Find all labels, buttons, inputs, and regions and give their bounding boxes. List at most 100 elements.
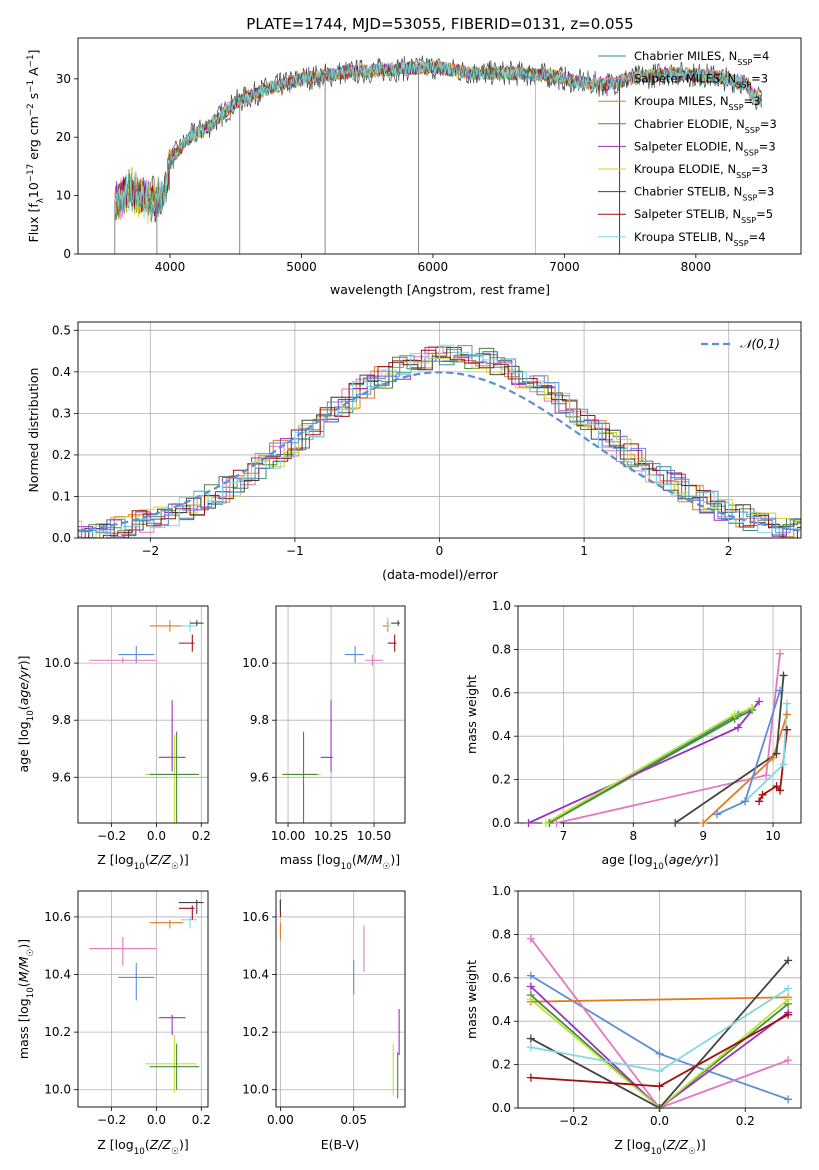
tick-label-y: 0.8: [492, 642, 511, 656]
plot-area-spectrum: [114, 55, 762, 254]
series-marker: [758, 790, 767, 799]
errorbar-point: [178, 899, 204, 915]
tick-label-y: 0: [63, 247, 71, 261]
errorbar-point: [149, 731, 200, 823]
axes-frame: [517, 605, 802, 824]
tick-label-y: 10.0: [44, 1083, 71, 1097]
x-axis-label: Z [log10(Z/Z☉)]: [614, 1137, 705, 1157]
errorbar-point: [178, 905, 195, 920]
x-axis-label: Z [log10(Z/Z☉)]: [97, 852, 188, 872]
histogram-step: [78, 344, 801, 538]
errorbar-point: [158, 700, 186, 772]
y-axis-label: age [log10(age/yr)]: [16, 655, 36, 772]
errorbar-point: [145, 1035, 197, 1093]
errorbar-point: [344, 645, 364, 664]
tick-label-x: 0: [436, 544, 444, 558]
tick-label-x: −1: [286, 544, 304, 558]
tick-label-x: 8000: [681, 260, 712, 274]
tick-label-x: 10.00: [271, 829, 305, 843]
series-marker: [526, 934, 535, 943]
histogram-step: [78, 349, 801, 538]
legend-label: Kroupa ELODIE, NSSP=3: [634, 162, 768, 180]
legend-label: Kroupa STELIB, NSSP=4: [634, 230, 766, 248]
legend-label: 𝒩(0,1): [740, 337, 780, 351]
tick-label-y: 0.2: [52, 448, 71, 462]
tick-label-x: 10.50: [357, 829, 391, 843]
series-line: [530, 996, 789, 1003]
series-marker: [526, 1043, 535, 1052]
series-marker: [784, 956, 793, 965]
axes-age-vs-Z: −0.2 0.0 0.2 9.6 9.8 10.0 Z [log10(Z/Z☉)] age […: [16, 605, 211, 872]
errorbar-point: [281, 734, 321, 823]
axes-frame: [77, 37, 802, 255]
tick-label-y: 30: [56, 72, 71, 86]
tick-label-y: 0.2: [492, 773, 511, 787]
axes-mass-weight-vs-Z: −0.2 0.0 0.2 0.0 0.2 0.4 0.6 0.8 1.0 mass weight Z…: [464, 884, 802, 1157]
legend-label: Salpeter STELIB, NSSP=5: [634, 207, 773, 225]
axes-frame: [275, 605, 406, 824]
series-line: [530, 959, 789, 1108]
errorbar-point: [181, 620, 197, 632]
series-line: [702, 714, 788, 823]
figure-title: PLATE=1744, MJD=53055, FIBERID=0131, z=0…: [246, 15, 633, 33]
series-marker: [526, 982, 535, 991]
errorbar-point: [386, 617, 390, 629]
series-marker: [526, 1034, 535, 1043]
tick-label-y: 10.2: [242, 1025, 269, 1039]
tick-label-y: 0.0: [52, 531, 71, 545]
tick-label-y: 0.5: [52, 323, 71, 337]
axes-mass-vs-EBV: 0.00 0.05 10.0 10.2 10.4 10.6 E(B-V): [242, 890, 406, 1152]
tick-label-y: 9.6: [52, 770, 71, 784]
series-marker: [655, 1104, 664, 1112]
series-marker: [671, 819, 680, 827]
series-marker: [772, 749, 781, 758]
axes-mass-weight-vs-age: 7 8 9 10 0.0 0.2 0.4 0.6 0.8 1.0 mass weight age [l…: [464, 599, 802, 872]
y-axis-label: mass weight: [464, 960, 479, 1039]
errorbar-point: [158, 1014, 186, 1035]
tick-label-x: 2: [725, 544, 733, 558]
tick-label-x: 0.0: [147, 1113, 166, 1127]
tick-label-y: 20: [56, 130, 71, 144]
tick-label-y: 10.2: [44, 1025, 71, 1039]
series-marker: [730, 710, 739, 719]
errorbar-point: [320, 700, 333, 772]
axes-frame: [77, 605, 209, 824]
tick-label-x: −0.2: [559, 1114, 588, 1128]
axes-residuals: −2 −1 0 1 2 0.0 0.1 0.2 0.3 0.4 0.5 𝒩(0,1) (data-mod…: [26, 321, 802, 582]
legend-label: Salpeter MILES, NSSP=3: [634, 72, 768, 90]
series-marker: [784, 1095, 793, 1104]
tick-label-y: 10.0: [242, 1083, 269, 1097]
legend-label: Salpeter ELODIE, NSSP=3: [634, 139, 776, 157]
series-marker: [762, 771, 771, 780]
tick-label-x: 4000: [155, 260, 186, 274]
tick-label-y: 0.0: [492, 1101, 511, 1115]
errorbar-point: [149, 620, 184, 632]
errorbar-point: [149, 1043, 200, 1090]
series-marker: [699, 819, 708, 827]
tick-label-x: 10.25: [314, 829, 348, 843]
axes-frame: [275, 890, 406, 1108]
tick-label-x: 0.0: [147, 829, 166, 843]
histogram-step: [78, 345, 801, 538]
legend-label: Chabrier STELIB, NSSP=3: [634, 185, 774, 203]
series-marker: [526, 971, 535, 980]
errorbar-point: [365, 654, 383, 666]
series-marker: [655, 1049, 664, 1058]
tick-label-y: 0.1: [52, 489, 71, 503]
plot-area-mass-vs-Z: [89, 899, 204, 1093]
tick-label-x: 0.2: [192, 1113, 211, 1127]
tick-label-x: 0.00: [267, 1113, 294, 1127]
series-line: [530, 998, 789, 1108]
y-axis-label: mass [log10(M/M☉)]: [16, 939, 36, 1059]
tick-label-x: 1: [580, 544, 588, 558]
tick-label-x: 9: [699, 829, 707, 843]
tick-label-y: 0.2: [492, 1058, 511, 1072]
y-axis-label: mass weight: [464, 675, 479, 754]
series-marker: [776, 649, 785, 658]
series-marker: [784, 984, 793, 993]
series-marker: [755, 697, 764, 706]
series-marker: [741, 797, 750, 806]
errorbar-point: [89, 657, 157, 664]
tick-label-y: 1.0: [492, 599, 511, 613]
tick-label-y: 10: [56, 189, 71, 203]
